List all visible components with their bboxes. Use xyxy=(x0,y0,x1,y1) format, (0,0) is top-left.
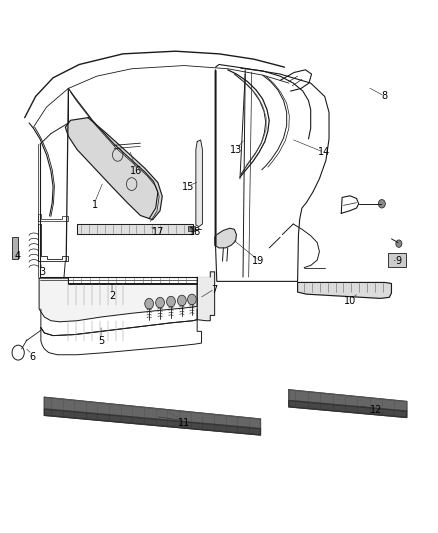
Circle shape xyxy=(145,298,153,309)
Polygon shape xyxy=(44,397,261,429)
Text: 1: 1 xyxy=(92,200,98,211)
Text: 13: 13 xyxy=(230,144,243,155)
Circle shape xyxy=(187,294,196,305)
Text: 10: 10 xyxy=(344,296,356,306)
Text: 2: 2 xyxy=(109,290,115,301)
Bar xyxy=(389,253,406,266)
Text: 8: 8 xyxy=(382,91,388,101)
Bar xyxy=(187,226,195,231)
Circle shape xyxy=(378,199,385,208)
Polygon shape xyxy=(289,400,407,417)
Polygon shape xyxy=(44,409,261,435)
Circle shape xyxy=(166,296,175,307)
Polygon shape xyxy=(289,390,407,411)
Circle shape xyxy=(155,297,164,308)
Polygon shape xyxy=(297,282,392,298)
Polygon shape xyxy=(196,140,202,227)
Bar xyxy=(12,237,18,259)
Text: 17: 17 xyxy=(152,227,164,237)
Text: 4: 4 xyxy=(14,251,20,261)
Polygon shape xyxy=(77,224,193,233)
Circle shape xyxy=(396,240,402,247)
Text: 9: 9 xyxy=(395,256,401,266)
Text: 19: 19 xyxy=(252,256,265,266)
Circle shape xyxy=(177,295,186,306)
Polygon shape xyxy=(215,228,237,248)
Text: 3: 3 xyxy=(39,267,45,277)
Text: 15: 15 xyxy=(182,182,194,192)
Polygon shape xyxy=(65,118,162,220)
Text: 14: 14 xyxy=(318,147,330,157)
Text: 18: 18 xyxy=(189,227,201,237)
Text: 6: 6 xyxy=(29,352,35,362)
Text: 11: 11 xyxy=(178,418,190,429)
Text: 7: 7 xyxy=(212,286,218,295)
Text: 12: 12 xyxy=(370,405,382,415)
Text: 16: 16 xyxy=(130,166,142,176)
Text: 5: 5 xyxy=(98,336,104,346)
Polygon shape xyxy=(197,272,215,321)
Polygon shape xyxy=(39,278,197,322)
